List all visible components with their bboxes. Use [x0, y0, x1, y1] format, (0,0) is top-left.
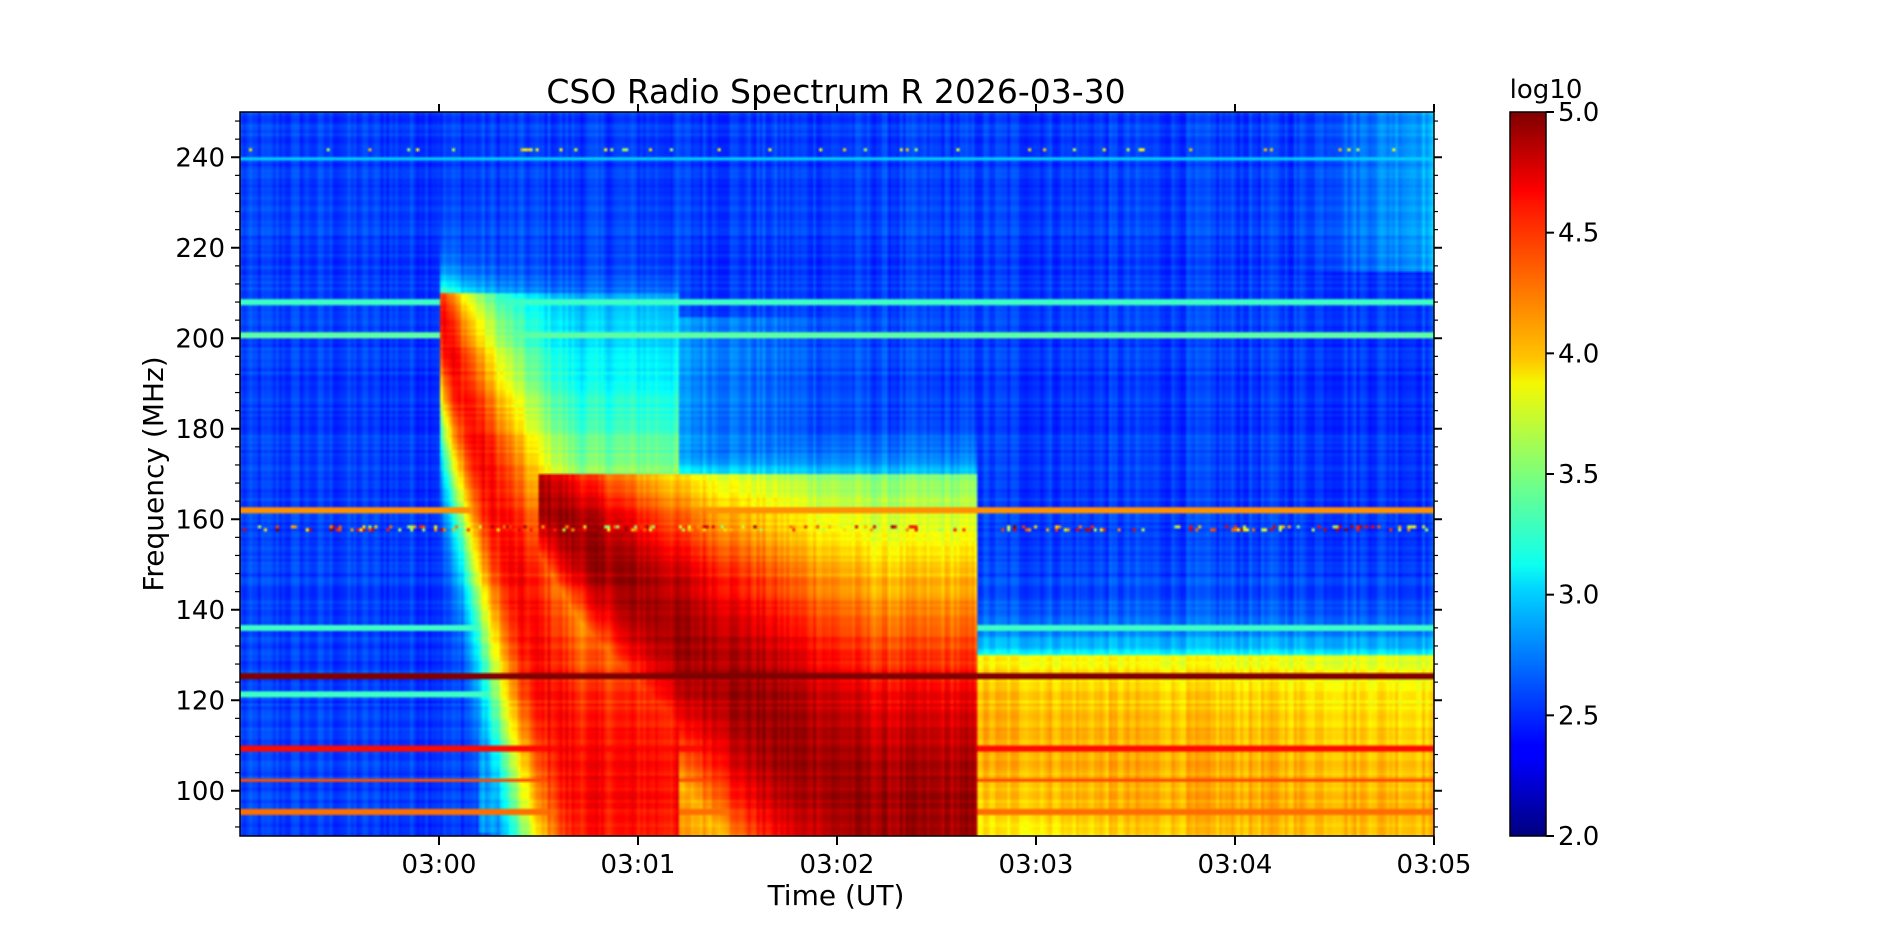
colorbar-tick-label: 4.5 [1558, 219, 1599, 249]
colorbar-tick-label: 2.0 [1558, 822, 1599, 852]
colorbar-label: log10 [1510, 75, 1583, 105]
y-tick-label: 220 [175, 234, 225, 264]
x-tick-label: 03:05 [1397, 850, 1472, 880]
x-axis-label: Time (UT) [767, 879, 905, 912]
y-axis-ticks: 100 120 140 160 180 200 220 240 [175, 120, 1442, 828]
y-tick-label: 140 [175, 596, 225, 626]
y-tick-label: 200 [175, 324, 225, 354]
colorbar-gradient [1509, 111, 1547, 837]
x-tick-label: 03:01 [601, 850, 676, 880]
y-axis-label: Frequency (MHz) [137, 356, 170, 591]
x-tick-label: 03:04 [1198, 850, 1273, 880]
y-tick-label: 100 [175, 777, 225, 807]
colorbar-tick-label: 3.0 [1558, 581, 1599, 611]
x-axis-ticks: 03:00 03:01 03:02 03:03 03:04 03:05 [402, 104, 1472, 880]
y-tick-label: 180 [175, 415, 225, 445]
spectrogram-heatmap [240, 112, 1434, 836]
x-tick-label: 03:02 [800, 850, 875, 880]
y-tick-label: 120 [175, 686, 225, 716]
y-tick-label: 160 [175, 505, 225, 535]
y-tick-label: 240 [175, 143, 225, 173]
colorbar-tick-label: 3.5 [1558, 460, 1599, 490]
x-tick-label: 03:03 [999, 850, 1074, 880]
plot-area: 03:00 03:01 03:02 03:03 03:04 03:05 100 120 140… [175, 104, 1471, 880]
colorbar-tick-label: 5.0 [1558, 98, 1599, 128]
colorbar-ticks: 2.0 2.5 3.0 3.5 4.0 4.5 5.0 [1546, 98, 1599, 852]
x-tick-label: 03:00 [402, 850, 477, 880]
colorbar-tick-label: 2.5 [1558, 701, 1599, 731]
colorbar-tick-label: 4.0 [1558, 339, 1599, 369]
colorbar: log10 2.0 2.5 3.0 3.5 4.0 4.5 5.0 [1509, 75, 1599, 852]
